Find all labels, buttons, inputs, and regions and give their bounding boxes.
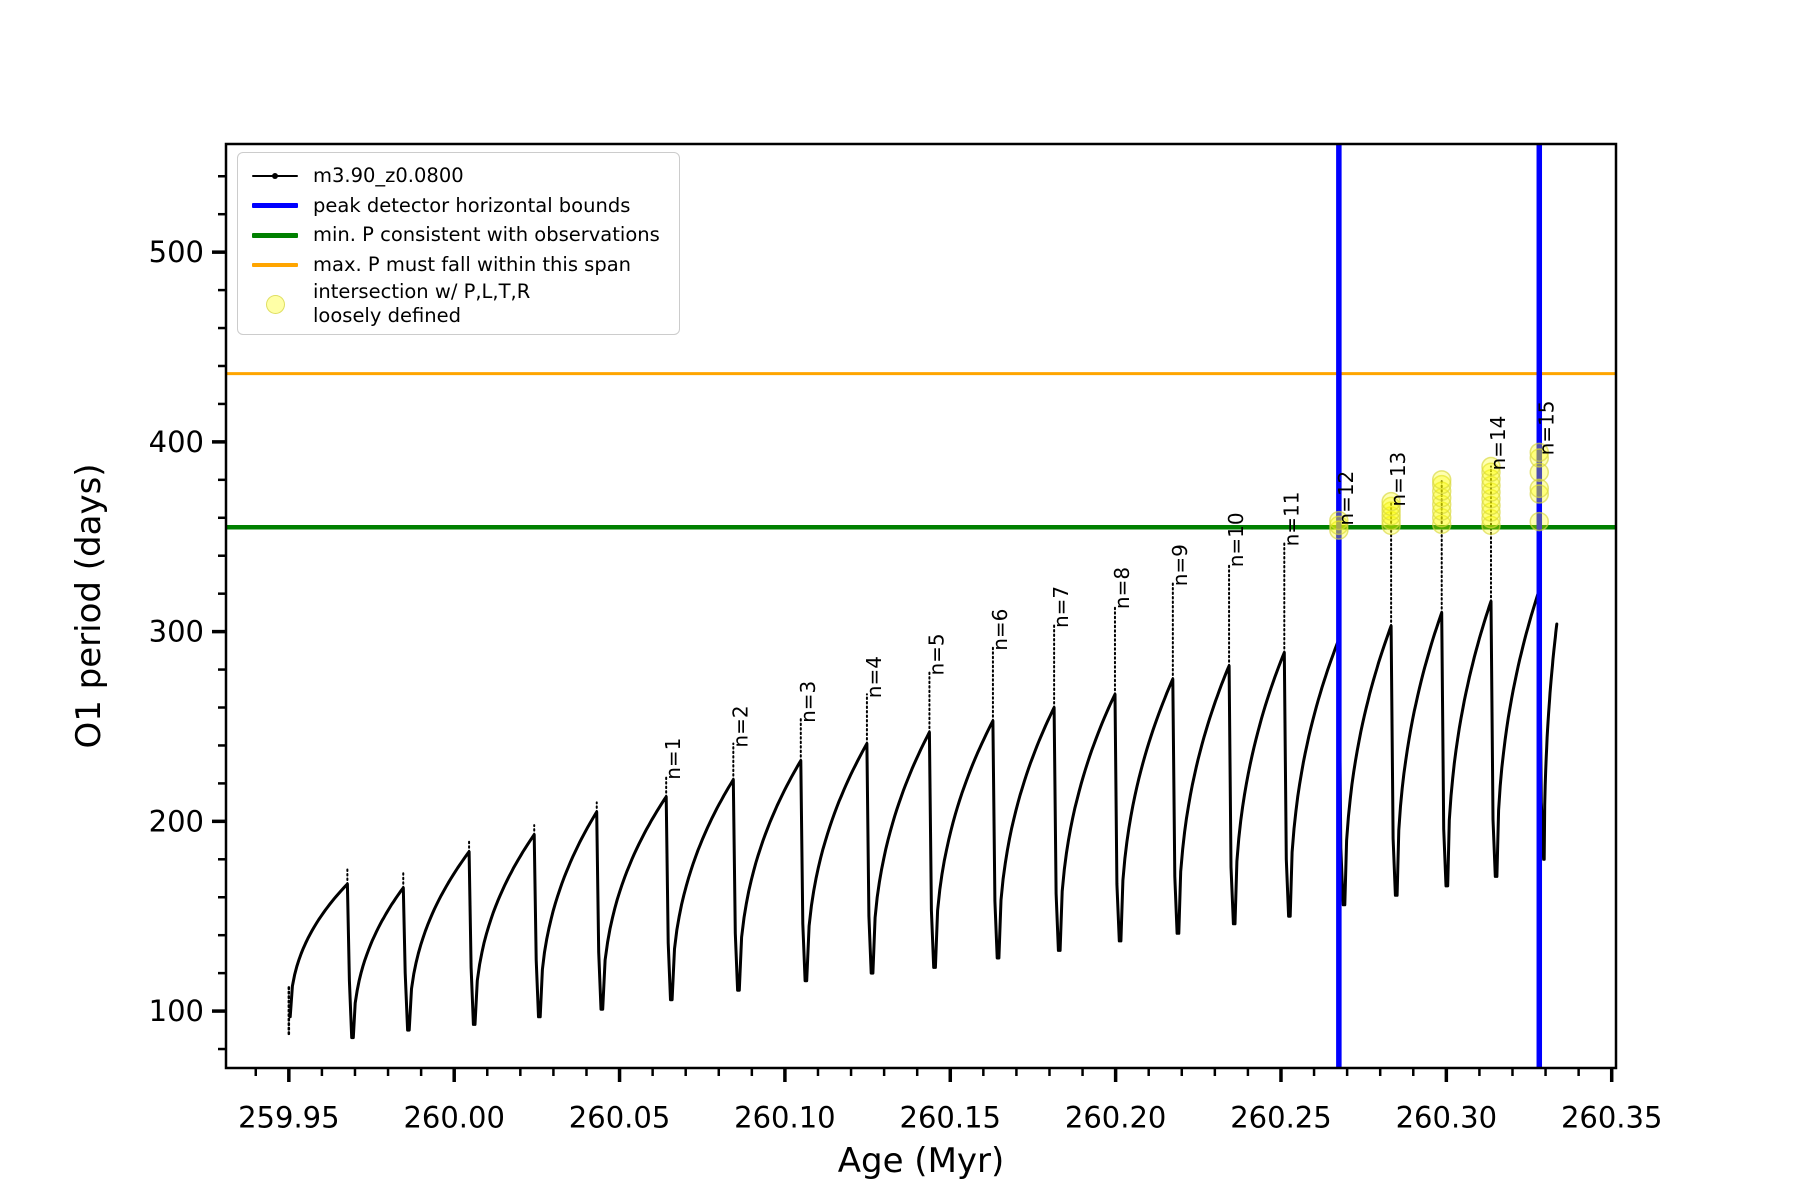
x-tick-label: 260.35 bbox=[1561, 1101, 1662, 1135]
peak-label: n=14 bbox=[1486, 416, 1510, 471]
y-tick-label: 400 bbox=[149, 425, 204, 459]
green-line-icon bbox=[252, 222, 298, 248]
intersection-markers bbox=[1329, 442, 1550, 540]
peak-label: n=10 bbox=[1224, 512, 1248, 567]
y-tick-label: 300 bbox=[149, 615, 204, 649]
intersection-marker bbox=[1431, 474, 1452, 495]
x-tick-label: 260.05 bbox=[569, 1101, 670, 1135]
data-series-curve bbox=[288, 588, 1559, 1040]
intersection-marker bbox=[1481, 456, 1501, 477]
intersection-marker bbox=[1481, 495, 1501, 516]
x-tick-label: 260.15 bbox=[900, 1101, 1001, 1135]
intersection-marker bbox=[1381, 496, 1401, 517]
legend-item-intersection: intersection w/ P,L,T,R loosely defined bbox=[252, 280, 667, 328]
legend-label: intersection w/ P,L,T,R loosely defined bbox=[313, 280, 531, 328]
legend-item-peak-bounds: peak detector horizontal bounds bbox=[252, 192, 667, 220]
peak-labels: n=1 n=2 n=3 n=4 n=5 n=6 n=7 n=8 n=9 n=10 n=11 n=12 n… bbox=[661, 401, 1558, 780]
peak-label: n=11 bbox=[1279, 492, 1303, 547]
axis-tick-labels: 259.95 260.00 260.05 260.10 260.15 260.20 260.… bbox=[149, 235, 1663, 1134]
intersection-marker bbox=[1481, 482, 1501, 502]
intersection-marker bbox=[1431, 514, 1452, 535]
legend-item-max-P: max. P must fall within this span bbox=[252, 251, 667, 279]
x-tick-label: 260.20 bbox=[1065, 1101, 1166, 1135]
peak-label: n=5 bbox=[924, 633, 948, 675]
x-tick-label: 260.10 bbox=[734, 1101, 835, 1135]
x-tick-label: 259.95 bbox=[238, 1101, 339, 1135]
data-series bbox=[287, 450, 1559, 1040]
intersection-marker bbox=[1329, 510, 1349, 531]
intersection-marker bbox=[1431, 494, 1452, 515]
intersection-marker bbox=[1529, 448, 1550, 468]
y-tick-label: 200 bbox=[149, 804, 204, 838]
intersection-marker bbox=[1329, 515, 1349, 536]
x-tick-label: 260.25 bbox=[1230, 1101, 1331, 1135]
blue-line-icon bbox=[252, 193, 298, 219]
axis-ticks bbox=[212, 175, 1614, 1082]
intersection-marker bbox=[1529, 478, 1550, 499]
peak-label: n=2 bbox=[728, 705, 752, 747]
peak-label: n=7 bbox=[1049, 586, 1073, 628]
legend-label: peak detector horizontal bounds bbox=[313, 193, 631, 217]
intersection-marker bbox=[1481, 508, 1501, 529]
x-tick-label: 260.00 bbox=[403, 1101, 504, 1135]
peak-label: n=15 bbox=[1534, 401, 1558, 456]
intersection-marker bbox=[1529, 511, 1550, 532]
y-axis-label: O1 period (days) bbox=[69, 463, 109, 748]
intersection-marker bbox=[1529, 442, 1550, 463]
legend-label: max. P must fall within this span bbox=[313, 252, 632, 276]
peak-label: n=1 bbox=[661, 738, 685, 780]
intersection-marker bbox=[1529, 484, 1550, 504]
peak-label: n=4 bbox=[862, 656, 886, 698]
legend-label: m3.90_z0.0800 bbox=[313, 164, 464, 188]
axes-frame bbox=[224, 142, 1618, 1070]
y-tick-label: 100 bbox=[149, 994, 204, 1028]
orange-line-icon bbox=[252, 252, 298, 278]
series-line-icon bbox=[252, 163, 298, 189]
yellow-dot-icon bbox=[252, 291, 298, 317]
intersection-marker bbox=[1481, 462, 1501, 482]
legend-item-min-P: min. P consistent with observations bbox=[252, 221, 667, 249]
legend-label: min. P consistent with observations bbox=[313, 223, 660, 247]
intersection-marker bbox=[1481, 502, 1501, 522]
peak-label: n=9 bbox=[1168, 544, 1192, 586]
x-axis-label: Age (Myr) bbox=[838, 1141, 1005, 1181]
x-tick-label: 260.30 bbox=[1396, 1101, 1497, 1135]
intersection-marker bbox=[1431, 481, 1452, 501]
peak-label: n=6 bbox=[988, 609, 1012, 651]
intersection-marker bbox=[1481, 475, 1501, 496]
peak-label: n=3 bbox=[796, 681, 820, 723]
peak-label: n=13 bbox=[1386, 452, 1410, 507]
legend: m3.90_z0.0800 peak detector horizontal b… bbox=[237, 152, 680, 335]
intersection-marker bbox=[1431, 470, 1452, 490]
intersection-marker bbox=[1381, 491, 1401, 512]
legend-item-series: m3.90_z0.0800 bbox=[252, 162, 667, 190]
intersection-marker bbox=[1431, 508, 1452, 528]
y-tick-label: 500 bbox=[149, 235, 204, 269]
intersection-marker bbox=[1481, 489, 1501, 509]
intersection-marker bbox=[1529, 462, 1550, 482]
peak-label: n=8 bbox=[1110, 567, 1134, 609]
intersection-marker bbox=[1431, 501, 1452, 521]
intersection-marker bbox=[1481, 515, 1501, 536]
peak-label: n=12 bbox=[1334, 471, 1358, 526]
